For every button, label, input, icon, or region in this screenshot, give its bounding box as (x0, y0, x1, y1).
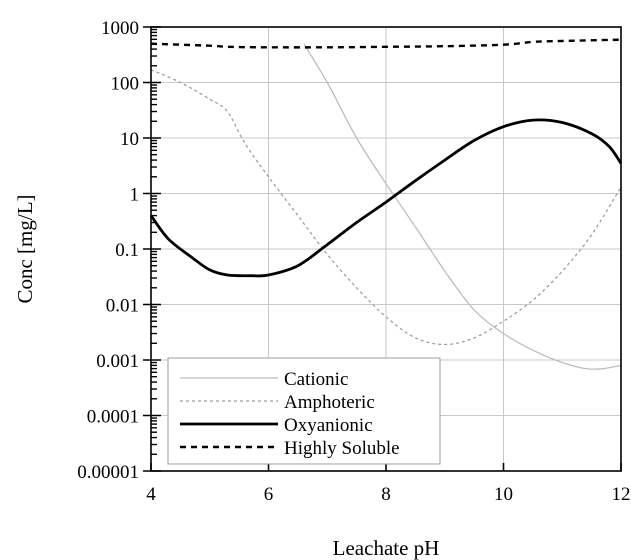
y-tick-label: 0.0001 (87, 407, 139, 428)
legend-label-highly-soluble: Highly Soluble (284, 438, 400, 459)
legend-label-oxyanionic: Oxyanionic (284, 415, 373, 436)
y-tick-label: 0.01 (106, 296, 139, 317)
y-tick-label: 1000 (101, 18, 139, 39)
series-line-oxyanionic (149, 118, 623, 278)
series-layer (149, 38, 623, 370)
x-tick-label: 4 (146, 484, 156, 505)
y-minor-ticks (151, 28, 157, 455)
x-tick-label: 8 (381, 484, 391, 505)
y-tick-label: 10 (120, 129, 139, 150)
y-tick-label: 0.001 (96, 351, 139, 372)
y-axis-label: Conc [mg/L] (13, 194, 37, 303)
x-axis-label: Leachate pH (333, 536, 440, 560)
legend-label-amphoteric: Amphoteric (284, 392, 375, 413)
series-line-highly-soluble (150, 38, 622, 49)
x-axis-ticks: 4 6 8 10 12 (146, 463, 631, 505)
y-tick-label: 0.00001 (77, 462, 139, 483)
y-axis-ticks: 0.00001 0.0001 0.001 0.01 0.1 1 10 100 1000 (77, 18, 161, 483)
x-tick-label: 12 (612, 484, 631, 505)
y-tick-label: 1 (130, 185, 140, 206)
series-line-cationic (303, 43, 622, 370)
legend-label-cationic: Cationic (284, 369, 348, 390)
x-tick-label: 6 (264, 484, 274, 505)
y-tick-label: 0.1 (115, 240, 139, 261)
series-line-amphoteric (150, 69, 622, 346)
x-tick-label: 10 (494, 484, 513, 505)
y-tick-label: 100 (111, 74, 140, 95)
